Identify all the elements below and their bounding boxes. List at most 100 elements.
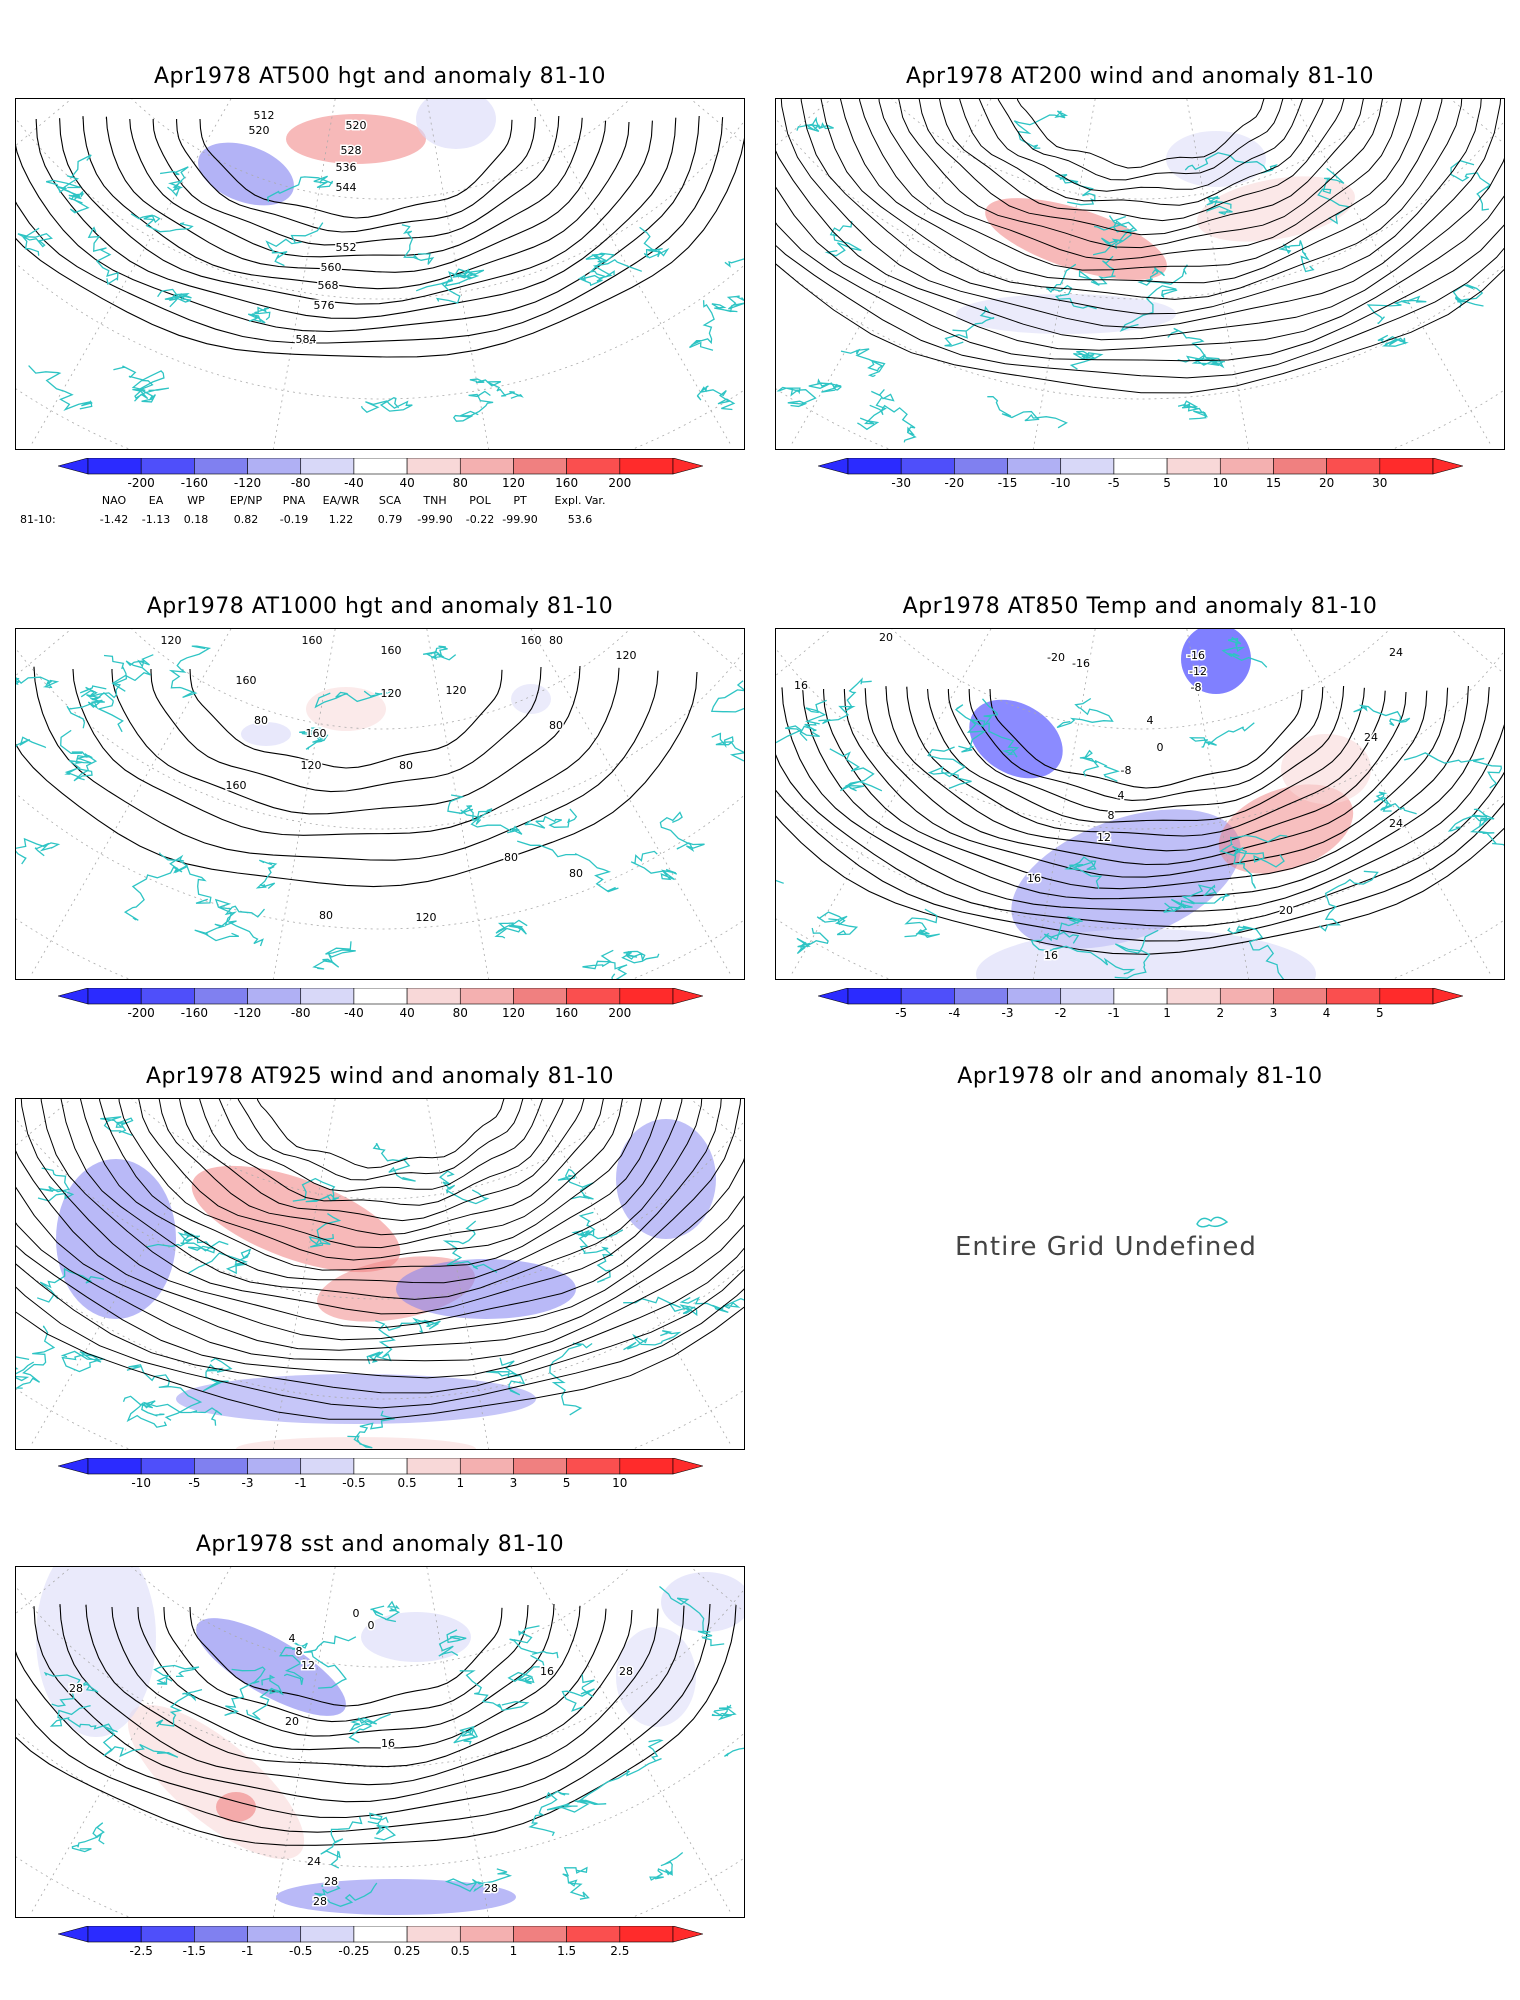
index-row-label: 81-10:	[20, 513, 56, 526]
latitude-circle	[131, 629, 631, 730]
anomaly-shading	[286, 114, 426, 164]
streamline	[99, 1099, 663, 1271]
colorbar-swatch	[900, 457, 955, 475]
index-value: -99.90	[502, 513, 538, 526]
coastline	[776, 879, 784, 884]
streamline	[16, 1263, 744, 1394]
coastline	[1079, 749, 1121, 782]
index-header: PT	[513, 494, 527, 507]
coastline	[1055, 174, 1096, 206]
streamline	[776, 222, 1504, 362]
contour-line	[176, 116, 536, 233]
colorbar-swatch	[619, 457, 674, 475]
colorbar-tick-label: 160	[555, 476, 579, 490]
anomaly-shading	[1011, 809, 1241, 949]
colorbar-tick-label: 2.5	[610, 1944, 630, 1958]
streamline	[776, 186, 1504, 351]
colorbar-swatch	[459, 1457, 514, 1475]
streamline	[256, 1099, 505, 1169]
colorbar-swatch	[1007, 987, 1062, 1005]
coastline	[422, 645, 457, 661]
meridian-line	[530, 1099, 732, 1446]
colorbar-swatch	[194, 1457, 248, 1475]
streamline	[118, 1099, 643, 1261]
streamline	[199, 1099, 564, 1206]
coastline	[689, 300, 715, 351]
colorbar-tick-label: -5	[1107, 476, 1120, 490]
colorbar-sst: -2.5 -1.5 -1 -0.5 -0.25 0.25 0.5 1 1.5 2.5	[56, 1925, 705, 1966]
colorbar-arrow-right	[672, 1457, 705, 1475]
contour-line	[35, 117, 677, 319]
streamline	[16, 1186, 744, 1351]
coastline	[1056, 697, 1114, 729]
anomaly-shading	[216, 1792, 256, 1822]
contour-line	[16, 1605, 685, 1819]
coastline	[131, 379, 170, 402]
coastline	[384, 1317, 441, 1334]
streamline	[16, 1150, 744, 1341]
index-value: 0.82	[233, 513, 259, 526]
coastline	[60, 729, 93, 781]
coastline	[724, 1747, 744, 1757]
streamline	[997, 99, 1284, 181]
colorbar-tick-label: 2	[1216, 1006, 1225, 1020]
streamline	[16, 1222, 744, 1362]
colorbar-swatch	[1060, 987, 1115, 1005]
streamline	[776, 263, 1504, 394]
colorbar-tick-label: -0.25	[338, 1944, 370, 1958]
colorbar-arrow-left	[56, 987, 89, 1005]
coastline	[49, 1704, 115, 1732]
contour-label: 520	[249, 124, 270, 137]
colorbar-swatch	[406, 1925, 461, 1943]
coastline	[776, 386, 817, 408]
index-value-row: 81-10: -1.42 -1.13 0.18 0.82 -0.19 1.22 0.79 -99…	[20, 513, 720, 526]
contour-label: 20	[1279, 904, 1293, 917]
colorbar-swatch	[1219, 987, 1274, 1005]
meridian-line	[1290, 99, 1492, 446]
contour-label: 120	[381, 687, 402, 700]
coastline	[401, 224, 435, 265]
coastline	[100, 1116, 134, 1136]
streamline	[776, 150, 1504, 341]
colorbar-tick-label: 200	[608, 1006, 632, 1020]
coastline	[1232, 846, 1285, 868]
contour-label: 160	[302, 634, 323, 647]
contour-line	[989, 688, 1303, 789]
coastline	[623, 1296, 698, 1317]
map-200wind	[775, 98, 1505, 450]
contour-label: 16	[1044, 949, 1058, 962]
colorbar-1000hgt: -200 -160 -120 -80 -40 40 80 120 160 200	[56, 987, 705, 1028]
contour-line	[150, 666, 542, 793]
colorbar-tick-label: -0.5	[342, 1476, 366, 1490]
colorbar-tick-label: 15	[1265, 476, 1282, 490]
meridian-line	[790, 629, 992, 976]
contour-label: 4	[289, 1632, 296, 1645]
coastline	[442, 1220, 498, 1273]
coastline	[1221, 636, 1268, 668]
colorbar-500hgt: -200 -160 -120 -80 -40 40 80 120 160 200	[56, 457, 705, 498]
coastline	[1030, 932, 1136, 975]
coastline	[987, 395, 1068, 429]
colorbar-tick-label: -1	[294, 1476, 307, 1490]
colorbar-tick-label: 10	[1212, 476, 1228, 490]
coastline	[1469, 815, 1504, 846]
meridian-line	[530, 629, 732, 976]
coastline	[64, 753, 98, 782]
contour-label: 8	[296, 1645, 303, 1658]
coastline	[71, 1822, 105, 1853]
panel-title-sst: Apr1978 sst and anomaly 81-10	[195, 1532, 565, 1557]
coastline	[1114, 929, 1159, 979]
contour-label: 544	[336, 181, 357, 194]
colorbar-swatch	[406, 1457, 461, 1475]
colorbar-200wind: -30 -20 -15 -10 -5 5 10 15 20 30	[816, 457, 1465, 498]
coastline	[507, 1654, 545, 1685]
contour-line	[163, 1604, 529, 1723]
contour-label: 16	[794, 679, 808, 692]
panel-title-500hgt: Apr1978 AT500 hgt and anomaly 81-10	[153, 64, 607, 89]
anomaly-shading	[616, 1119, 716, 1239]
colorbar-swatch	[566, 1457, 621, 1475]
colorbar-swatch	[1166, 457, 1221, 475]
colorbar-tick-label: 5	[562, 1476, 571, 1490]
index-value: 1.22	[328, 513, 354, 526]
